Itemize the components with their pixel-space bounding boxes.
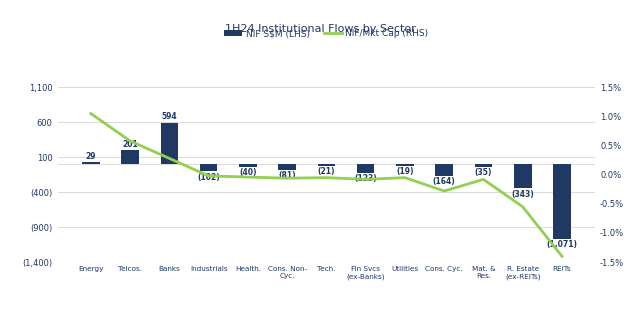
Legend: NIF S$M (LHS), NIF/Mkt Cap (RHS): NIF S$M (LHS), NIF/Mkt Cap (RHS) bbox=[221, 26, 432, 42]
Bar bbox=[514, 164, 531, 188]
Bar bbox=[239, 164, 257, 167]
Text: (21): (21) bbox=[317, 167, 335, 176]
Bar bbox=[122, 150, 139, 164]
Bar bbox=[475, 164, 492, 167]
Bar bbox=[278, 164, 296, 170]
Text: (19): (19) bbox=[396, 167, 413, 176]
Text: 1H24 Institutional Flows by Sector: 1H24 Institutional Flows by Sector bbox=[225, 24, 415, 34]
Text: (123): (123) bbox=[355, 174, 377, 183]
Text: 201: 201 bbox=[122, 140, 138, 149]
Bar bbox=[396, 164, 413, 166]
Bar bbox=[82, 162, 100, 164]
Text: (102): (102) bbox=[197, 173, 220, 182]
Text: 594: 594 bbox=[161, 112, 177, 121]
Text: 29: 29 bbox=[86, 152, 96, 161]
Text: (40): (40) bbox=[239, 168, 257, 177]
Bar bbox=[200, 164, 218, 171]
Text: (35): (35) bbox=[475, 168, 492, 177]
Text: (343): (343) bbox=[511, 190, 534, 199]
Bar bbox=[317, 164, 335, 166]
Bar bbox=[435, 164, 453, 176]
Text: (164): (164) bbox=[433, 177, 456, 186]
Bar bbox=[357, 164, 374, 173]
Text: (1,071): (1,071) bbox=[547, 241, 577, 250]
Bar bbox=[553, 164, 571, 239]
Text: (81): (81) bbox=[278, 171, 296, 180]
Bar bbox=[161, 123, 178, 164]
